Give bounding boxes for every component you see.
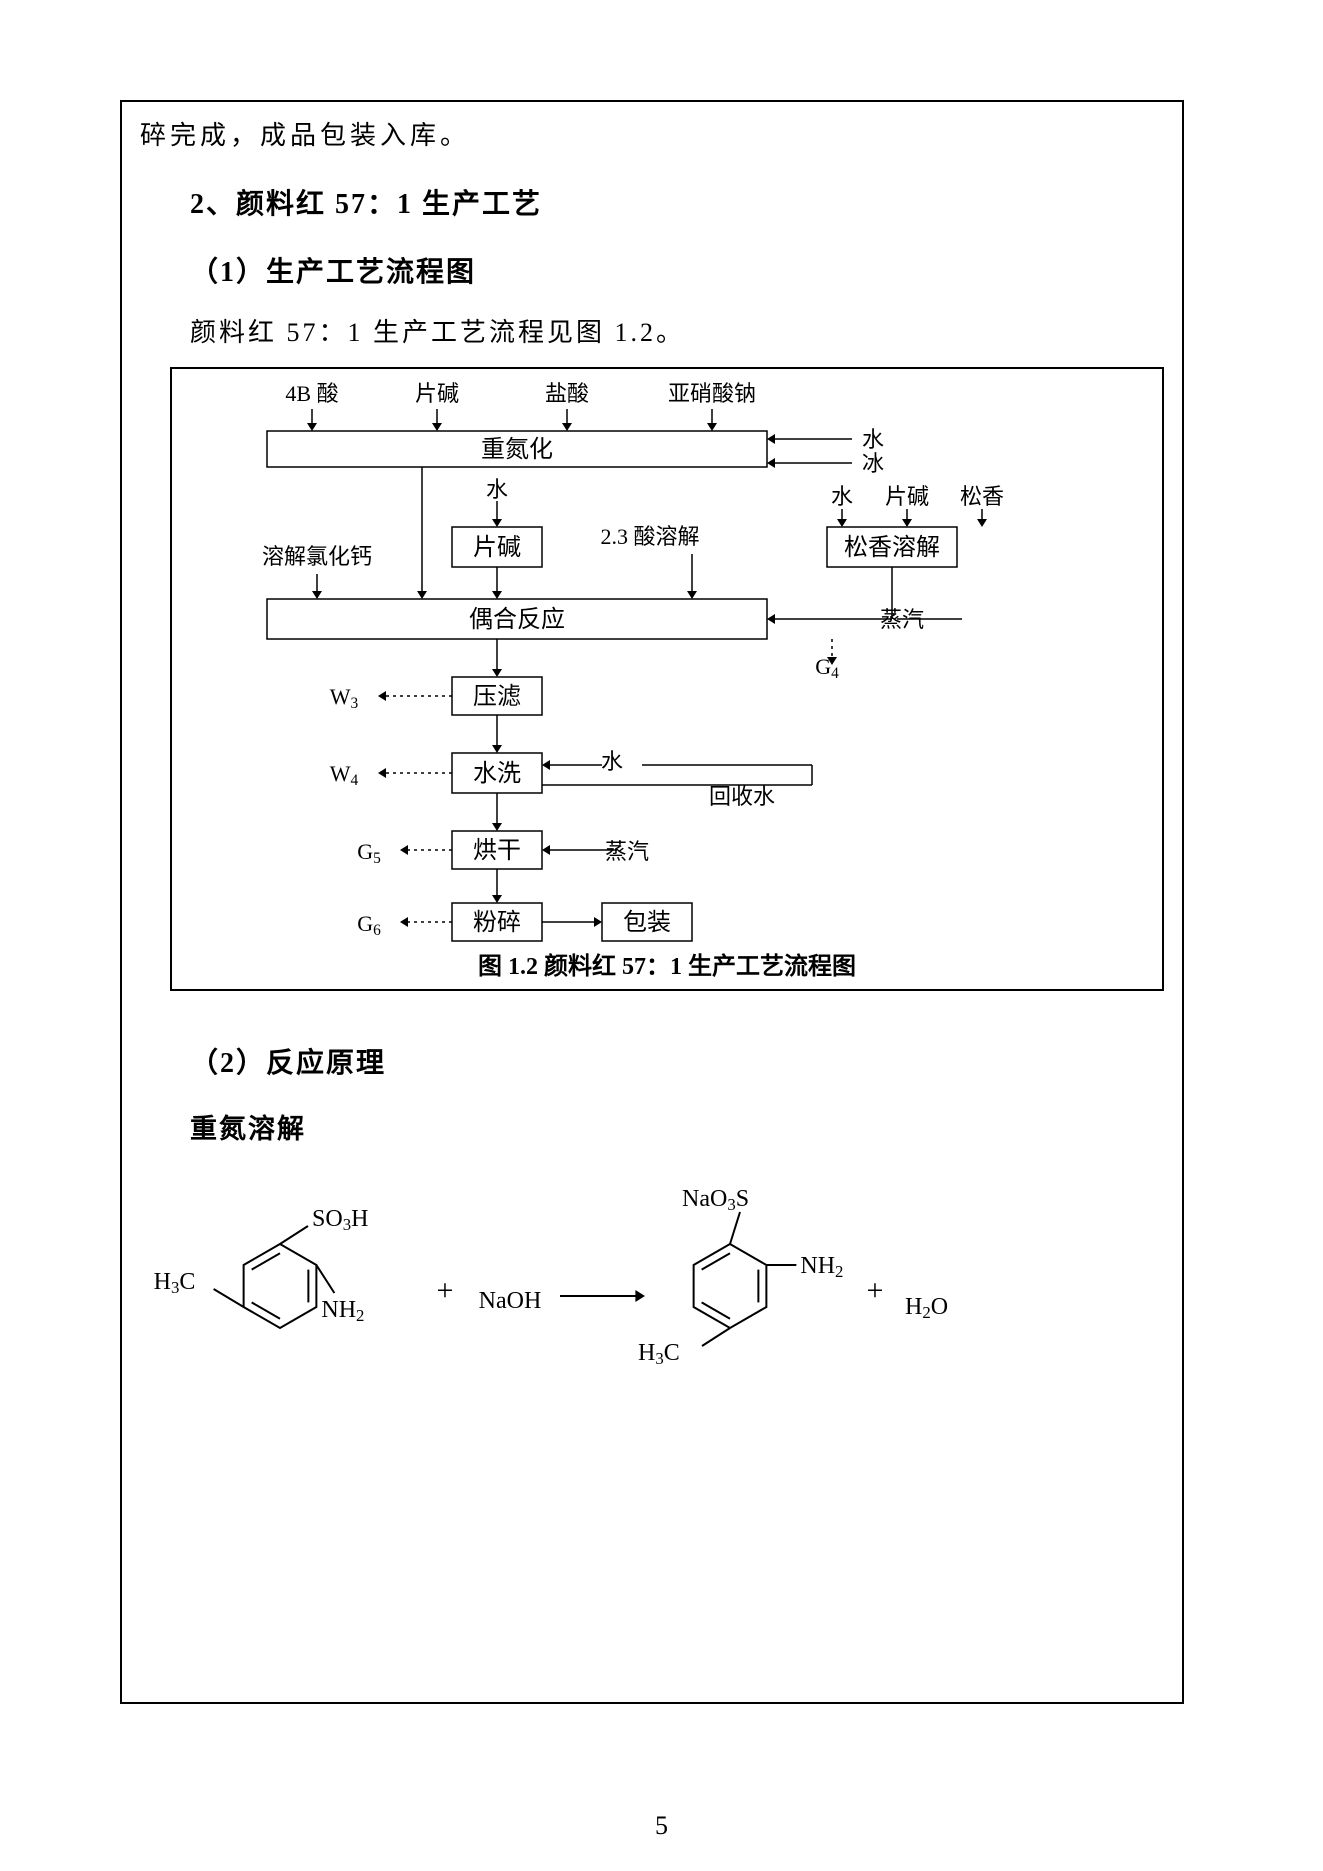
svg-text:片碱: 片碱 xyxy=(473,534,521,561)
svg-text:H3C: H3C xyxy=(638,1340,680,1368)
svg-text:松香溶解: 松香溶解 xyxy=(844,534,940,561)
svg-text:包装: 包装 xyxy=(623,909,671,936)
svg-text:重氮化: 重氮化 xyxy=(481,436,553,463)
svg-text:水: 水 xyxy=(862,427,884,452)
svg-text:亚硝酸钠: 亚硝酸钠 xyxy=(668,381,756,406)
svg-text:H3C: H3C xyxy=(154,1269,196,1297)
svg-text:蒸汽: 蒸汽 xyxy=(605,839,649,864)
svg-text:SO3H: SO3H xyxy=(312,1206,368,1234)
svg-text:水洗: 水洗 xyxy=(473,760,521,787)
svg-text:片碱: 片碱 xyxy=(415,381,459,406)
svg-text:W4: W4 xyxy=(330,761,359,789)
flowchart-description: 颜料红 57：1 生产工艺流程见图 1.2。 xyxy=(190,312,1160,349)
svg-text:+: + xyxy=(867,1274,884,1307)
svg-text:+: + xyxy=(437,1274,454,1307)
svg-text:W3: W3 xyxy=(330,684,359,712)
svg-text:NH2: NH2 xyxy=(321,1297,364,1325)
svg-text:松香: 松香 xyxy=(960,484,1004,509)
svg-text:蒸汽: 蒸汽 xyxy=(880,607,924,632)
heading-subsection-1: （1）生产工艺流程图 xyxy=(190,250,1160,290)
svg-text:NH2: NH2 xyxy=(800,1253,843,1281)
svg-text:回收水: 回收水 xyxy=(709,784,775,809)
heading-reaction: 重氮溶解 xyxy=(190,1107,1160,1146)
svg-text:粉碎: 粉碎 xyxy=(473,909,521,936)
page-number: 5 xyxy=(0,1811,1323,1841)
svg-text:偶合反应: 偶合反应 xyxy=(469,606,565,633)
page: 碎完成，成品包装入库。 2、颜料红 57：1 生产工艺 （1）生产工艺流程图 颜… xyxy=(0,0,1323,1871)
svg-text:水: 水 xyxy=(831,484,853,509)
chemistry-equation-svg: H3C SO3H NH2 + NaOH NaO3S NH2 H3C + H2O xyxy=(140,1176,1140,1406)
svg-text:冰: 冰 xyxy=(862,451,884,476)
intro-text: 碎完成，成品包装入库。 xyxy=(140,115,1160,152)
svg-text:NaOH: NaOH xyxy=(479,1288,542,1314)
content-area: 碎完成，成品包装入库。 2、颜料红 57：1 生产工艺 （1）生产工艺流程图 颜… xyxy=(140,115,1160,1411)
heading-section-2: 2、颜料红 57：1 生产工艺 xyxy=(190,182,1160,222)
flowchart-caption: 图 1.2 颜料红 57：1 生产工艺流程图 xyxy=(172,946,1162,981)
svg-text:G6: G6 xyxy=(357,911,381,939)
svg-text:2.3 酸溶解: 2.3 酸溶解 xyxy=(600,524,699,549)
svg-text:压滤: 压滤 xyxy=(473,683,521,710)
svg-text:溶解氯化钙: 溶解氯化钙 xyxy=(262,544,372,569)
svg-text:NaO3S: NaO3S xyxy=(682,1186,749,1214)
svg-text:H2O: H2O xyxy=(905,1294,948,1322)
svg-text:水: 水 xyxy=(486,477,508,502)
svg-text:水: 水 xyxy=(601,749,623,774)
svg-text:盐酸: 盐酸 xyxy=(545,381,589,406)
heading-subsection-2: （2）反应原理 xyxy=(190,1041,1160,1081)
svg-text:4B 酸: 4B 酸 xyxy=(285,381,338,406)
svg-text:片碱: 片碱 xyxy=(885,484,929,509)
svg-text:烘干: 烘干 xyxy=(473,837,521,864)
flowchart-svg: 重氮化片碱松香溶解偶合反应压滤水洗烘干粉碎包装4B 酸片碱盐酸亚硝酸钠水冰水片碱… xyxy=(172,369,1162,964)
flowchart-container: 重氮化片碱松香溶解偶合反应压滤水洗烘干粉碎包装4B 酸片碱盐酸亚硝酸钠水冰水片碱… xyxy=(170,367,1164,991)
svg-text:G5: G5 xyxy=(357,839,381,867)
